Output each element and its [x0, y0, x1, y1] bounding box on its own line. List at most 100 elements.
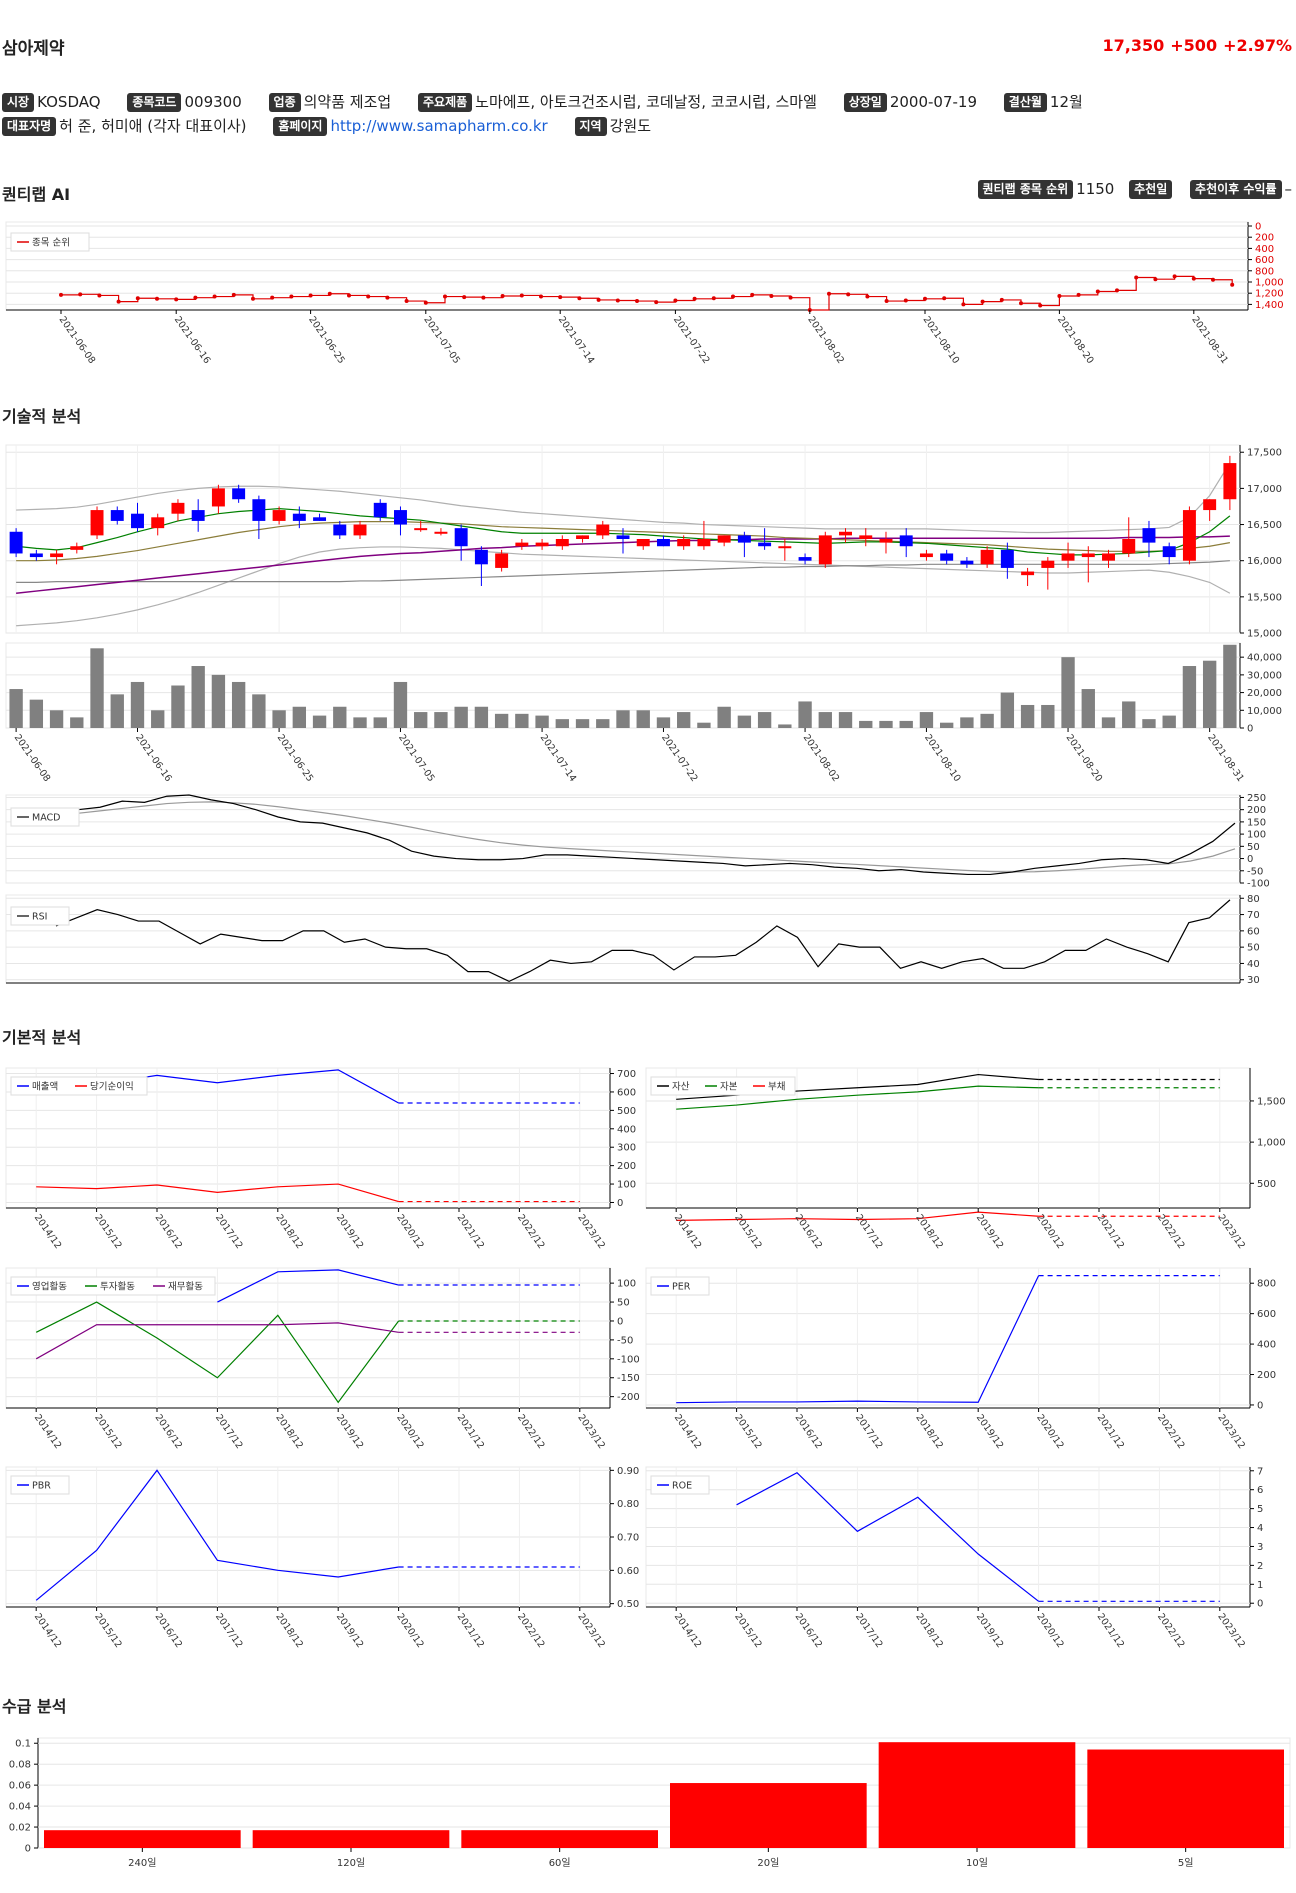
- sales-chart-x-tick-label: 2019/12: [334, 1212, 366, 1251]
- macd-chart-y-tick-label: 150: [1247, 817, 1266, 828]
- rank-chart-point: [1095, 289, 1100, 294]
- pbr-chart-legend-label: PBR: [32, 1481, 51, 1492]
- supply-chart-frame: [37, 1737, 1291, 1849]
- rank-chart-point: [385, 295, 390, 300]
- volume-chart-y-tick-label: 10,000: [1247, 706, 1282, 717]
- candle-chart-candle-body: [232, 488, 246, 500]
- rank-chart-point: [827, 291, 831, 296]
- candle-chart-candle-body: [1122, 539, 1136, 554]
- listed-value: 2000-07-19: [889, 93, 977, 111]
- section-fundamental-title: 기본적 분석: [2, 1028, 82, 1047]
- candle-chart-candle-body: [1203, 499, 1217, 511]
- per-chart-x-tick-label: 2022/12: [1155, 1412, 1187, 1451]
- sales-chart-series-line: [36, 1183, 399, 1203]
- rank-chart-point: [231, 292, 236, 297]
- volume-chart-bar: [838, 712, 853, 728]
- homepage-link[interactable]: http://www.samapharm.co.kr: [330, 117, 548, 135]
- candle-chart-candle-body: [1223, 463, 1237, 500]
- candle-chart-candle-body: [70, 546, 84, 550]
- products-value: 노마에프, 아토크건조시럽, 코데날정, 코코시럽, 스마엘: [475, 93, 817, 111]
- balance-chart-x-tick-label: 2014/12: [672, 1212, 704, 1251]
- candle-chart-candle-body: [292, 513, 306, 521]
- balance-chart-x-tick-label: 2016/12: [793, 1212, 825, 1251]
- candle-chart-candle-body: [1041, 560, 1055, 568]
- volume-chart-bar: [454, 706, 468, 728]
- rank-chart-point: [1230, 282, 1235, 287]
- candle-chart-candle-body: [515, 542, 529, 547]
- volume-chart-bar: [272, 710, 286, 728]
- macd-chart-y-tick-label: -100: [1247, 879, 1270, 890]
- rank-chart-point: [1019, 301, 1023, 306]
- candle-chart-candle-body: [940, 553, 954, 561]
- rank-chart-point: [846, 292, 851, 297]
- macd-chart-macd-line: [10, 794, 1236, 876]
- code-value: 009300: [184, 93, 242, 111]
- rank-chart-x-tick-label: 2021-06-16: [172, 314, 213, 366]
- candle-chart-candle-body: [798, 557, 812, 561]
- volume-chart-bar: [1122, 701, 1136, 728]
- volume-chart-bar: [1020, 704, 1035, 728]
- cashflow-chart-x-tick-label: 2015/12: [92, 1412, 124, 1451]
- candle-chart-candle-body: [899, 535, 913, 547]
- candle-chart-candle-body: [656, 539, 670, 547]
- candle-chart-candle-body: [1081, 553, 1095, 558]
- rank-chart-point: [1115, 288, 1119, 293]
- pbr-chart-x-tick-label: 2022/12: [515, 1611, 547, 1650]
- roe-chart-series-line: [736, 1471, 1039, 1602]
- cashflow-chart-y-tick-label: -200: [617, 1392, 640, 1403]
- homepage-tag: 홈페이지: [273, 117, 328, 136]
- supply-chart-y-tick-label: 0.06: [9, 1781, 31, 1792]
- candle-chart-candle-body: [596, 524, 610, 536]
- rank-chart-point: [1076, 292, 1081, 297]
- roe-chart-x-tick-label: 2015/12: [732, 1611, 764, 1650]
- volume-chart-bar: [919, 712, 934, 728]
- supply-chart-x-tick-label: 20일: [757, 1857, 779, 1869]
- price-block: 17,350 +500 +2.97%: [1097, 36, 1292, 55]
- rank-chart-point: [174, 297, 179, 302]
- candle-chart-candle-body: [980, 549, 994, 565]
- rank-chart-point: [923, 296, 927, 301]
- sales-chart-legend-label: 당기순이익: [90, 1081, 134, 1093]
- rsi-chart-y-tick-label: 70: [1247, 910, 1260, 921]
- roe-chart-x-tick-label: 2017/12: [853, 1611, 885, 1650]
- roe-chart-x-tick-label: 2014/12: [672, 1611, 704, 1650]
- candle-chart-candle-body: [434, 531, 448, 534]
- cashflow-chart-x-tick-label: 2023/12: [575, 1412, 607, 1451]
- balance-chart-y-tick-label: 500: [1257, 1179, 1276, 1190]
- rank-chart-point: [212, 294, 217, 299]
- candle-chart-candle-body: [818, 535, 832, 565]
- cashflow-chart-y-tick-label: 100: [617, 1279, 636, 1290]
- supply-chart-x-tick-label: 240일: [128, 1857, 156, 1869]
- volume-chart-bar: [49, 710, 64, 728]
- rank-chart-point: [519, 293, 524, 298]
- rank-chart-point: [366, 294, 371, 299]
- pbr-chart-series-line: [35, 1469, 399, 1601]
- candle-chart-y-tick-label: 16,500: [1247, 520, 1282, 531]
- sales-chart-x-tick-label: 2023/12: [575, 1212, 607, 1251]
- per-chart-y-tick-label: 200: [1257, 1370, 1276, 1381]
- volume-chart-bar: [859, 720, 873, 728]
- rank-chart-y-tick-label: 600: [1255, 255, 1274, 266]
- candle-chart-y-tick-label: 16,000: [1247, 556, 1282, 567]
- volume-chart-y-tick-label: 0: [1247, 724, 1253, 735]
- supply-chart-x-tick-label: 5일: [1178, 1857, 1194, 1869]
- candle-chart-candle-body: [171, 502, 185, 514]
- pbr-chart-x-tick-label: 2014/12: [32, 1611, 64, 1650]
- rank-chart-point: [500, 294, 505, 298]
- per-chart-frame: [645, 1267, 1251, 1409]
- rsi-chart-y-tick-label: 50: [1247, 943, 1260, 954]
- volume-chart-bar: [231, 681, 246, 728]
- roe-chart-x-tick-label: 2020/12: [1034, 1611, 1066, 1650]
- candle-chart-candle-body: [272, 510, 286, 521]
- cashflow-chart-legend-label: 영업활동: [32, 1281, 67, 1293]
- rank-chart-y-tick-label: 1,200: [1255, 289, 1284, 300]
- rank-chart-point: [1057, 294, 1062, 298]
- sales-chart-x-tick-label: 2017/12: [213, 1212, 245, 1251]
- candle-chart-y-tick-label: 17,000: [1247, 484, 1282, 495]
- balance-chart-x-tick-label: 2017/12: [853, 1212, 885, 1251]
- macd-chart-y-tick-label: 100: [1247, 830, 1266, 841]
- rank-chart-point: [673, 298, 678, 303]
- volume-chart-x-tick-label: 2021-08-10: [922, 732, 963, 784]
- per-chart-legend-label: PER: [672, 1282, 691, 1293]
- macd-chart-legend-label: MACD: [32, 813, 60, 824]
